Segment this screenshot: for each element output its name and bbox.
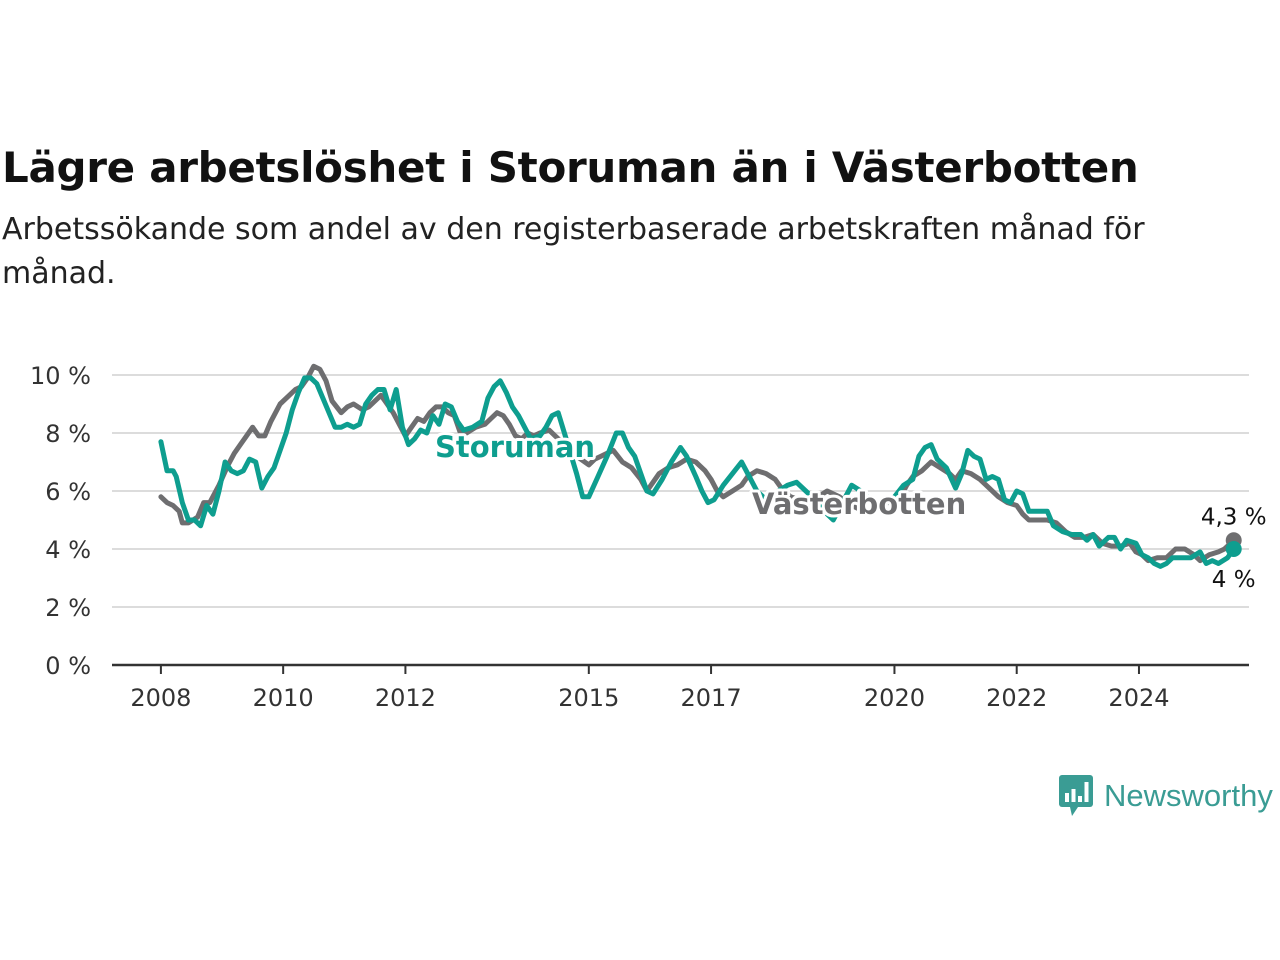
y-tick-label: 0 % — [45, 652, 91, 680]
newsworthy-logo[interactable]: Newsworthy — [1058, 774, 1273, 818]
x-tick-label: 2022 — [986, 684, 1047, 712]
chart-title: Lägre arbetslöshet i Storuman än i Väste… — [2, 143, 1139, 192]
x-tick-label: 2010 — [253, 684, 314, 712]
series-labels: Västerbotten 4,3 % Storuman 4 % — [432, 427, 1269, 596]
x-tick-label: 2015 — [558, 684, 619, 712]
end-value-label-västerbotten: 4,3 % — [1201, 504, 1267, 530]
series-lines — [158, 363, 1242, 569]
x-tick-label: 2017 — [681, 684, 742, 712]
newsworthy-logo-icon — [1059, 775, 1093, 816]
newsworthy-logo-text: Newsworthy — [1104, 778, 1273, 813]
y-tick-label: 10 % — [30, 362, 91, 390]
y-tick-label: 4 % — [45, 536, 91, 564]
x-tick-label: 2024 — [1108, 684, 1169, 712]
x-tick-label: 2008 — [130, 684, 191, 712]
end-point-storuman — [1225, 541, 1242, 557]
series-label-storuman: Storuman — [435, 430, 595, 464]
x-axis-ticks: 2008 2010 2012 2015 2017 2020 2022 2024 — [130, 665, 1170, 712]
y-tick-label: 8 % — [45, 420, 91, 448]
series-line-storuman — [158, 375, 1237, 569]
y-tick-label: 6 % — [45, 478, 91, 506]
chart-subtitle: Arbetssökande som andel av den registerb… — [2, 212, 1145, 291]
series-label-västerbotten: Västerbotten — [752, 487, 966, 521]
x-tick-label: 2012 — [375, 684, 436, 712]
y-axis-tick-labels: 0 % 2 % 4 % 6 % 8 % 10 % — [30, 362, 91, 680]
x-tick-label: 2020 — [864, 684, 925, 712]
y-tick-label: 2 % — [45, 594, 91, 622]
gridlines — [112, 374, 1249, 608]
end-value-label-storuman: 4 % — [1212, 567, 1256, 593]
